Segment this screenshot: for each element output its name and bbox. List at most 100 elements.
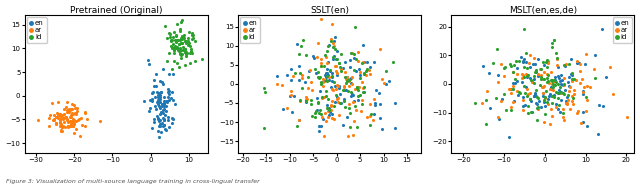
- id: [340, 106, 350, 109]
- en: [157, 103, 167, 106]
- ar: [547, 115, 557, 118]
- en: [573, 62, 584, 65]
- id: [172, 38, 182, 41]
- en: [162, 101, 172, 104]
- id: [541, 61, 551, 64]
- en: [521, 85, 531, 88]
- id: [321, 94, 331, 97]
- ar: [349, 120, 359, 123]
- id: [342, 79, 353, 82]
- ar: [537, 85, 547, 88]
- en: [164, 99, 174, 102]
- en: [312, 108, 322, 111]
- en: [153, 102, 163, 105]
- en: [594, 104, 604, 107]
- en: [525, 76, 536, 79]
- id: [176, 57, 186, 60]
- id: [259, 127, 269, 130]
- ar: [60, 112, 70, 115]
- id: [519, 66, 529, 69]
- id: [508, 87, 518, 90]
- en: [152, 100, 163, 103]
- ar: [58, 116, 68, 119]
- id: [337, 53, 347, 56]
- ar: [532, 72, 543, 75]
- id: [353, 88, 364, 91]
- ar: [68, 119, 79, 122]
- ar: [534, 67, 545, 70]
- en: [164, 93, 174, 96]
- id: [506, 65, 516, 68]
- id: [186, 31, 196, 34]
- en: [598, 104, 609, 107]
- id: [355, 94, 365, 97]
- en: [316, 125, 326, 128]
- id: [323, 49, 333, 52]
- en: [554, 111, 564, 114]
- en: [167, 121, 177, 124]
- en: [538, 94, 548, 97]
- id: [361, 70, 371, 73]
- id: [547, 102, 557, 105]
- en: [485, 107, 495, 110]
- ar: [330, 65, 340, 68]
- ar: [63, 125, 73, 128]
- en: [344, 58, 355, 61]
- id: [481, 99, 492, 102]
- id: [538, 60, 548, 63]
- id: [292, 125, 302, 128]
- en: [145, 99, 155, 102]
- ar: [565, 85, 575, 88]
- id: [522, 66, 532, 69]
- id: [551, 81, 561, 84]
- id: [559, 64, 569, 67]
- en: [318, 118, 328, 121]
- ar: [58, 130, 68, 133]
- en: [170, 103, 180, 106]
- id: [301, 99, 311, 102]
- en: [538, 100, 548, 103]
- id: [177, 19, 188, 22]
- ar: [572, 59, 582, 62]
- ar: [347, 52, 357, 55]
- en: [157, 121, 167, 124]
- ar: [551, 106, 561, 109]
- id: [328, 104, 339, 107]
- id: [523, 111, 533, 114]
- en: [390, 101, 400, 104]
- en: [327, 71, 337, 74]
- en: [148, 90, 158, 93]
- id: [492, 47, 502, 50]
- ar: [578, 90, 588, 93]
- id: [525, 78, 536, 81]
- id: [342, 90, 353, 93]
- en: [154, 98, 164, 101]
- en: [553, 92, 563, 95]
- en: [163, 119, 173, 122]
- en: [536, 106, 546, 109]
- ar: [559, 119, 570, 122]
- id: [345, 111, 355, 114]
- ar: [60, 116, 70, 119]
- ar: [285, 89, 296, 92]
- en: [561, 88, 571, 91]
- ar: [348, 100, 358, 103]
- ar: [350, 88, 360, 91]
- en: [531, 102, 541, 105]
- id: [317, 95, 327, 98]
- en: [143, 109, 154, 112]
- en: [337, 124, 348, 126]
- en: [145, 107, 156, 110]
- en: [567, 73, 577, 76]
- id: [310, 116, 320, 118]
- id: [335, 65, 345, 68]
- id: [541, 90, 552, 93]
- id: [315, 76, 325, 78]
- id: [320, 54, 330, 57]
- ar: [566, 79, 577, 82]
- Title: SSLT(en): SSLT(en): [310, 6, 349, 15]
- ar: [559, 84, 569, 86]
- id: [166, 39, 176, 42]
- ar: [58, 126, 68, 129]
- id: [180, 63, 191, 66]
